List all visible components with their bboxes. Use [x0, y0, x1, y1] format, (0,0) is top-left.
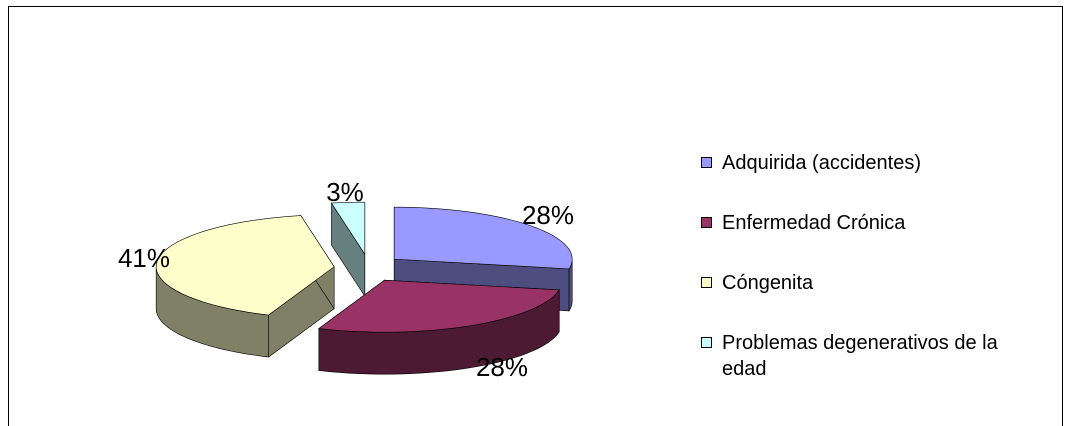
legend-item-enfermedad: Enfermedad Crónica [697, 210, 1042, 236]
pie-slices [155, 201, 573, 375]
legend-swatch [701, 157, 712, 168]
legend-label: Enfermedad Crónica [722, 212, 906, 234]
pie-slice-degenerativos [330, 201, 366, 298]
legend: Adquirida (accidentes) Enfermedad Crónic… [697, 150, 1042, 382]
legend-item-congenita: Cóngenita [697, 270, 1042, 296]
legend-label: Problemas degenerativos de la edad [722, 332, 998, 380]
legend-label: Cóngenita [722, 272, 814, 294]
pie-slice-congenita [155, 214, 335, 358]
legend-swatch [701, 217, 712, 228]
data-label-congenita: 41% [118, 243, 170, 273]
chart-frame [8, 6, 1063, 426]
legend-item-adquirida: Adquirida (accidentes) [697, 150, 1042, 176]
data-label-degenerativos: 3% [326, 177, 364, 207]
pie-data-labels: 28% 28% 41% 3% [118, 177, 574, 382]
legend-swatch [701, 337, 712, 348]
data-label-enfermedad: 28% [476, 352, 528, 382]
pie-slice-enfermedad [318, 279, 560, 375]
legend-label: Adquirida (accidentes) [722, 152, 921, 174]
legend-item-degenerativos: Problemas degenerativos de la edad [697, 330, 1042, 382]
legend-swatch [701, 277, 712, 288]
data-label-adquirida: 28% [522, 200, 574, 230]
